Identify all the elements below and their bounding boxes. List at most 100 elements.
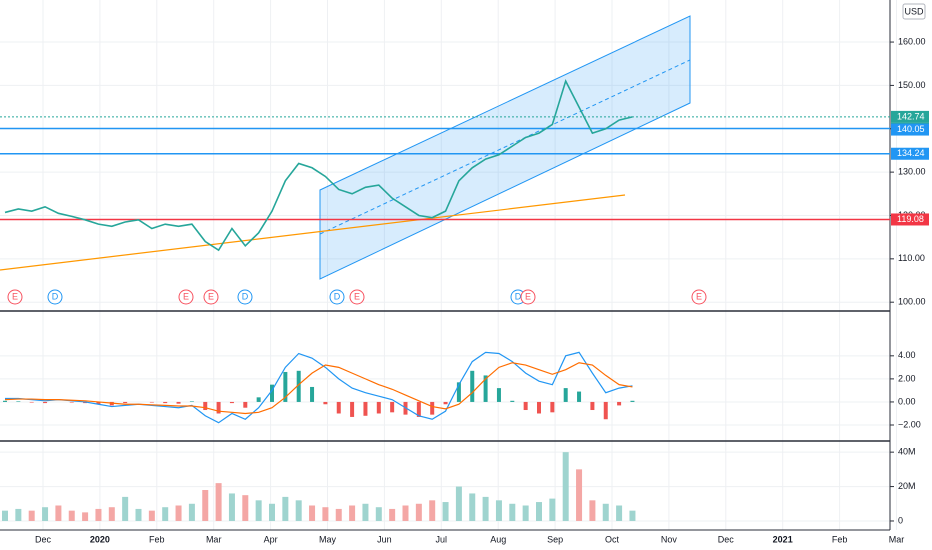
- volume-bar: [602, 503, 609, 521]
- y-tick-label: −2.00: [898, 419, 921, 429]
- x-tick-label: Oct: [605, 534, 620, 544]
- event-label: D: [334, 291, 341, 301]
- macd-histogram-bar: [483, 375, 488, 402]
- event-label: E: [183, 291, 189, 301]
- macd-histogram-bar: [523, 401, 528, 411]
- volume-bar: [616, 505, 623, 521]
- event-marker[interactable]: [7, 289, 23, 305]
- x-tick-label: Mar: [206, 534, 222, 544]
- y-tick-label: 100.00: [898, 297, 926, 307]
- event-marker[interactable]: [237, 289, 253, 305]
- event-marker[interactable]: [178, 289, 194, 305]
- macd-histogram-bar: [176, 401, 181, 404]
- x-tick-label: Sep: [547, 534, 563, 544]
- volume-bar: [148, 510, 155, 521]
- volume-bar: [255, 500, 262, 521]
- volume-bar: [442, 502, 449, 521]
- macd-histogram-bar: [590, 401, 595, 411]
- volume-bar: [108, 507, 115, 521]
- volume-bar: [309, 505, 316, 521]
- x-tick-label: Jul: [436, 534, 448, 544]
- macd-histogram-bar: [603, 401, 608, 420]
- x-tick-label: Apr: [264, 534, 278, 544]
- event-label: E: [208, 291, 214, 301]
- price-label-box: [891, 213, 929, 226]
- y-tick-label: 4.00: [898, 350, 916, 360]
- volume-bar: [349, 505, 356, 521]
- price-label-box: [891, 147, 929, 160]
- price-label: 134.24: [897, 148, 925, 158]
- y-tick-label: 0: [898, 515, 903, 525]
- macd-histogram-bar: [363, 401, 368, 416]
- volume-bar: [228, 493, 235, 521]
- volume-bar: [536, 502, 542, 521]
- x-tick-label: 2020: [90, 534, 110, 544]
- volume-bar: [202, 490, 209, 521]
- volume-bar: [175, 505, 182, 521]
- macd-histogram-bar: [69, 401, 74, 403]
- volume-bar: [242, 495, 249, 521]
- event-label: D: [242, 291, 249, 301]
- macd-histogram-bar: [577, 391, 582, 402]
- volume-bar: [135, 508, 142, 521]
- x-tick-label: Jun: [377, 534, 392, 544]
- macd-histogram-bar: [203, 401, 208, 411]
- macd-histogram-bar: [243, 401, 248, 408]
- volume-bar: [522, 505, 529, 521]
- volume-bar: [389, 508, 396, 521]
- event-marker[interactable]: [203, 289, 219, 305]
- y-tick-label: 2.00: [898, 373, 916, 383]
- currency-badge[interactable]: [902, 3, 926, 20]
- volume-bar: [2, 510, 8, 521]
- macd-histogram-bar: [149, 401, 154, 403]
- volume-bar: [68, 510, 75, 521]
- event-marker[interactable]: [520, 289, 536, 305]
- price-label-box: [891, 123, 929, 136]
- macd-histogram-bar: [189, 401, 194, 402]
- macd-histogram-bar: [443, 401, 448, 405]
- event-label: D: [515, 291, 522, 301]
- volume-bar: [162, 507, 169, 521]
- price-label-box: [891, 110, 929, 123]
- volume-bar: [455, 486, 462, 521]
- volume-bar: [335, 508, 342, 521]
- moving-average: [0, 194, 626, 271]
- volume-bar: [495, 500, 502, 521]
- macd-histogram-bar: [510, 400, 515, 402]
- y-tick-label: 110.00: [898, 253, 925, 263]
- macd-histogram-bar: [310, 386, 315, 402]
- event-label: E: [12, 291, 18, 301]
- volume-bar: [482, 496, 489, 521]
- volume-bar: [55, 505, 62, 521]
- volume-bar: [629, 510, 636, 521]
- volume-bar: [322, 507, 329, 521]
- macd-histogram-bar: [336, 401, 341, 414]
- volume-bar: [375, 507, 382, 521]
- price-label: 140.05: [897, 124, 925, 134]
- volume-bar: [402, 505, 409, 521]
- y-tick-label: 150.00: [898, 80, 926, 90]
- macd-histogram-bar: [270, 384, 274, 402]
- volume-bar: [122, 496, 129, 521]
- macd-histogram-bar: [456, 382, 461, 402]
- x-tick-label: Dec: [718, 534, 735, 544]
- x-tick-label: May: [319, 534, 337, 544]
- macd-histogram-bar: [3, 400, 7, 402]
- volume-bar: [469, 493, 476, 521]
- event-marker[interactable]: [349, 289, 365, 305]
- macd-histogram-bar: [96, 401, 101, 405]
- y-tick-label: 160.00: [898, 36, 926, 46]
- volume-bar: [295, 500, 302, 521]
- macd-histogram-bar: [550, 401, 555, 413]
- macd-histogram-bar: [323, 401, 328, 405]
- volume-bar: [269, 503, 275, 521]
- macd-histogram-bar: [229, 401, 234, 404]
- volume-bar: [589, 500, 596, 521]
- channel-midline: [319, 59, 691, 235]
- volume-bar: [415, 503, 422, 521]
- event-marker[interactable]: [47, 289, 63, 305]
- event-marker[interactable]: [691, 289, 707, 305]
- event-marker[interactable]: [329, 289, 345, 305]
- volume-bar: [15, 508, 22, 521]
- volume-bar: [562, 452, 569, 521]
